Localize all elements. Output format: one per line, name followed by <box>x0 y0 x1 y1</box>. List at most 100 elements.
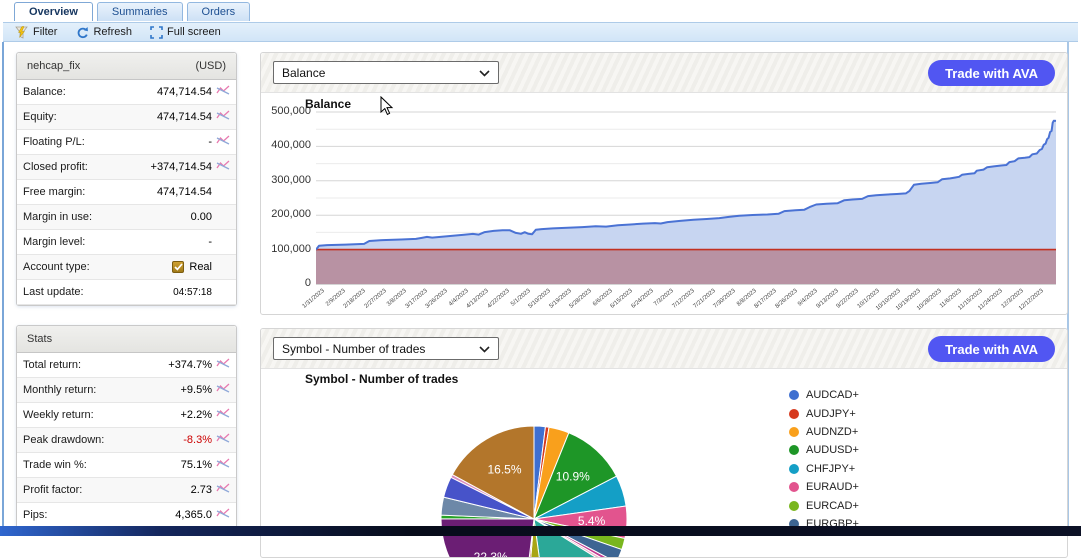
stats-panel: Stats Total return: +374.7% Monthly return… <box>16 325 237 529</box>
row-label: Floating P/L: <box>23 136 85 148</box>
legend-item-eurcad+: EURCAD+ <box>789 496 859 514</box>
balance-select-value: Balance <box>282 65 326 80</box>
legend-color-dot <box>789 463 799 474</box>
pie-chart-title: Symbol - Number of trades <box>305 372 459 386</box>
refresh-icon <box>75 26 89 39</box>
legend-color-dot <box>789 445 799 456</box>
pie-chart-select[interactable]: Symbol - Number of trades <box>273 337 499 360</box>
trade-with-ava-button[interactable]: Trade with AVA <box>928 336 1055 362</box>
row-value: +374.7% <box>168 359 212 371</box>
row-value: 474,714.54 <box>156 86 212 98</box>
tab-summaries[interactable]: Summaries <box>96 2 183 21</box>
row-label: Free margin: <box>23 186 86 198</box>
row-label: Balance: <box>23 86 66 98</box>
sparkline-chart-icon[interactable] <box>216 383 230 397</box>
row-value: - <box>208 236 212 248</box>
sparkline-chart-icon[interactable] <box>216 408 230 422</box>
row-label: Peak drawdown: <box>23 434 105 446</box>
balance-chart-title: Balance <box>305 97 352 111</box>
account-row: Floating P/L: - <box>17 130 236 155</box>
legend-label: EURCAD+ <box>806 499 859 512</box>
account-panel-header: nehcap_fix (USD) <box>17 53 236 80</box>
toolbar-label: Filter <box>33 26 58 38</box>
stats-row: Total return: +374.7% <box>17 353 236 378</box>
balance-chart-select[interactable]: Balance <box>273 61 499 84</box>
legend-color-dot <box>789 408 799 419</box>
account-row: Equity: 474,714.54 <box>17 105 236 130</box>
fullscreen-icon <box>150 25 163 39</box>
real-account-checkbox-icon <box>172 261 185 273</box>
mouse-cursor <box>380 96 394 116</box>
chevron-down-icon <box>479 66 490 80</box>
toolbar-label: Full screen <box>166 26 221 38</box>
y-axis-tick-label: 200,000 <box>271 208 311 221</box>
legend-item-audnzd+: AUDNZD+ <box>789 423 859 441</box>
sparkline-chart-icon[interactable] <box>216 433 230 447</box>
legend-label: AUDNZD+ <box>806 425 859 438</box>
legend-label: AUDJPY+ <box>806 407 856 420</box>
trade-with-ava-button[interactable]: Trade with AVA <box>928 60 1055 86</box>
sparkline-chart-icon[interactable] <box>216 85 230 99</box>
account-row: Margin level: - <box>17 230 236 255</box>
sparkline-chart-icon[interactable] <box>216 483 230 497</box>
sparkline-chart-icon[interactable] <box>216 135 230 149</box>
legend-item-euraud+: EURAUD+ <box>789 478 859 496</box>
row-value: 4,365.0 <box>175 509 212 521</box>
pie-card: Symbol - Number of trades Trade with AVA… <box>260 328 1068 558</box>
tab-orders[interactable]: Orders <box>186 2 251 21</box>
row-label: Monthly return: <box>23 384 97 396</box>
row-label: Margin in use: <box>23 211 93 223</box>
row-value: +374,714.54 <box>150 161 212 173</box>
pie-slice-audusd+ <box>533 432 618 521</box>
toolbar-full-screen-button[interactable]: Full screen <box>150 25 221 39</box>
toolbar-label: Refresh <box>93 26 132 38</box>
balance-x-axis-labels: 1/31/2023 2/9/2023 2/18/2023 2/27/2023 3/8/2… <box>302 285 1058 313</box>
row-value: 2.73 <box>190 484 212 496</box>
legend-color-dot <box>789 518 799 529</box>
pie-slice-percent-label: 5.4% <box>578 514 606 528</box>
legend-color-dot <box>789 482 799 493</box>
sparkline-chart-icon[interactable] <box>216 458 230 472</box>
row-label: Total return: <box>23 359 82 371</box>
sparkline-chart-icon[interactable] <box>216 358 230 372</box>
page-left-border <box>2 42 4 526</box>
stats-row: Monthly return: +9.5% <box>17 378 236 403</box>
row-label: Closed profit: <box>23 161 88 173</box>
account-row: Balance: 474,714.54 <box>17 80 236 105</box>
row-value: Real <box>90 261 212 273</box>
legend-label: CHFJPY+ <box>806 462 856 475</box>
sparkline-chart-icon[interactable] <box>216 110 230 124</box>
sparkline-chart-icon[interactable] <box>216 508 230 522</box>
legend-color-dot <box>789 500 799 511</box>
legend-label: EURAUD+ <box>806 481 859 494</box>
y-axis-tick-label: 100,000 <box>271 242 311 255</box>
row-label: Trade win %: <box>23 459 87 471</box>
balance-card-header: Balance Trade with AVA <box>261 53 1067 93</box>
account-currency: (USD) <box>195 60 226 72</box>
toolbar-filter-button[interactable]: Filter <box>15 25 58 39</box>
legend-item-chfjpy+: CHFJPY+ <box>789 460 859 478</box>
row-value: +9.5% <box>180 384 213 396</box>
legend-item-audusd+: AUDUSD+ <box>789 441 859 459</box>
pie-card-header: Symbol - Number of trades Trade with AVA <box>261 329 1067 369</box>
row-label: Weekly return: <box>23 409 94 421</box>
toolbar-refresh-button[interactable]: Refresh <box>75 26 132 39</box>
sparkline-chart-icon[interactable] <box>216 160 230 174</box>
row-value: 474,714.54 <box>156 186 212 198</box>
tab-overview[interactable]: Overview <box>14 2 93 21</box>
legend-item-audjpy+: AUDJPY+ <box>789 404 859 422</box>
legend-label: AUDUSD+ <box>806 444 859 457</box>
row-value: 474,714.54 <box>156 111 212 123</box>
row-label: Equity: <box>23 111 57 123</box>
stats-row: Trade win %: 75.1% <box>17 453 236 478</box>
row-value: -8.3% <box>183 434 212 446</box>
chevron-down-icon <box>479 342 490 356</box>
account-row: Account type: Real <box>17 255 236 280</box>
y-axis-tick-label: 500,000 <box>271 105 311 117</box>
row-value: 0.00 <box>190 211 212 223</box>
legend-color-dot <box>789 426 799 437</box>
balance-card: Balance Trade with AVA Balance 0 100,000 2… <box>260 52 1068 315</box>
legend-item-audcad+: AUDCAD+ <box>789 386 859 404</box>
account-row: Margin in use: 0.00 <box>17 205 236 230</box>
pie-slice-percent-label: 22.3% <box>474 550 508 558</box>
